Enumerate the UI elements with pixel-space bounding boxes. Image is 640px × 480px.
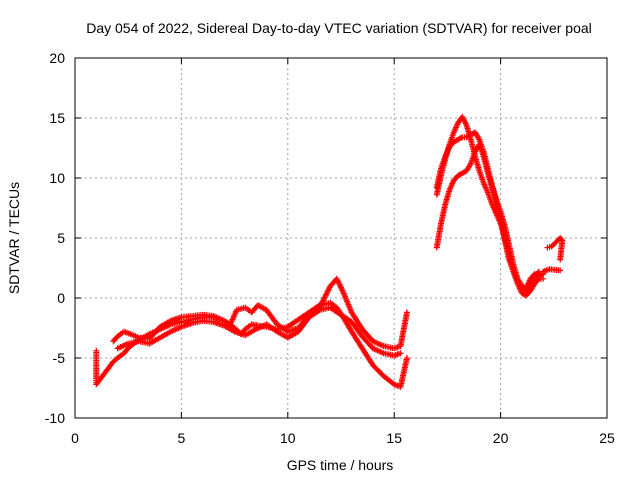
y-tick-label: 20	[49, 50, 65, 66]
grid	[75, 58, 607, 418]
y-tick-label: 15	[49, 110, 65, 126]
series-8	[540, 266, 564, 275]
y-tick-label: -10	[45, 410, 65, 426]
data-point	[558, 236, 565, 243]
data-point	[534, 269, 541, 276]
y-tick-label: 5	[57, 230, 65, 246]
y-tick-label: -5	[53, 350, 66, 366]
series-3	[114, 304, 404, 359]
axis-ticks	[74, 57, 608, 419]
y-tick-label: 0	[57, 290, 65, 306]
y-axis-label: SDTVAR / TECUs	[6, 182, 22, 294]
chart-title: Day 054 of 2022, Sidereal Day-to-day VTE…	[86, 20, 592, 36]
x-tick-labels: 0 5 10 15 20 25	[71, 430, 615, 446]
y-tick-label: 10	[49, 170, 65, 186]
series-6	[433, 141, 542, 294]
data-point	[315, 307, 322, 314]
x-tick-label: 5	[178, 430, 186, 446]
data-point	[397, 350, 404, 357]
data-point	[557, 256, 564, 263]
x-tick-label: 10	[280, 430, 296, 446]
x-axis-label: GPS time / hours	[287, 457, 394, 473]
x-tick-label: 0	[71, 430, 79, 446]
series-7	[544, 235, 566, 263]
y-tick-labels: -10 -5 0 5 10 15 20	[45, 50, 65, 426]
data-point	[557, 267, 564, 274]
data-marks	[93, 113, 566, 390]
data-point	[403, 309, 410, 316]
series-2	[110, 275, 410, 352]
x-tick-label: 20	[493, 430, 509, 446]
x-tick-label: 25	[599, 430, 615, 446]
x-tick-label: 15	[386, 430, 402, 446]
data-point	[403, 355, 410, 361]
